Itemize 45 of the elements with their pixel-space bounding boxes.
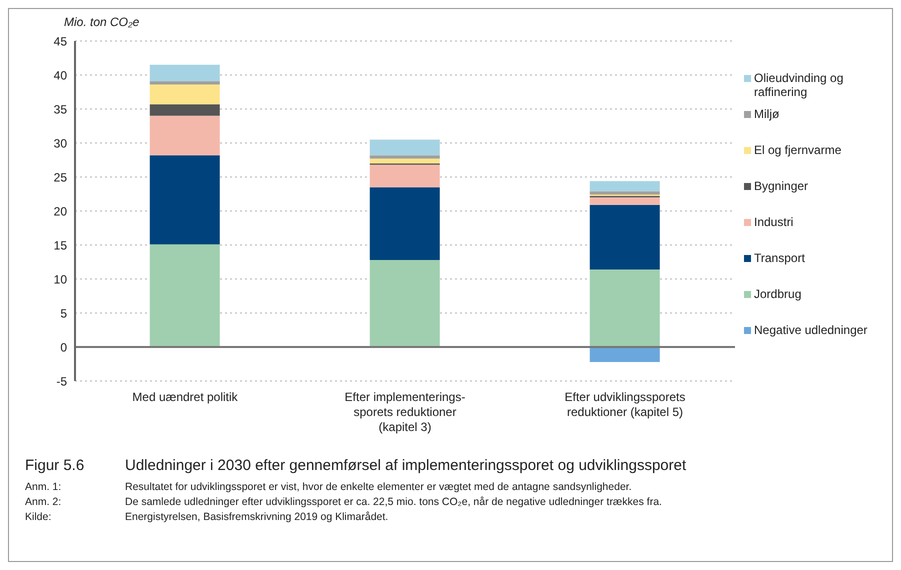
legend-label: Miljø	[754, 107, 780, 121]
text: Anm. 2: De samlede udledninger efter udviklingssporet er ca. 22,5 mio. tons CO₂e, når de negative udledninger trækkes fra.	[25, 496, 662, 508]
bar	[150, 81, 220, 85]
legend-label: Bygninger	[754, 179, 808, 193]
y-tick-label: 45	[54, 34, 68, 48]
y-tick-label: 35	[54, 102, 68, 116]
y-tick-label: 25	[54, 170, 68, 184]
bar	[590, 269, 660, 347]
bar	[590, 347, 660, 362]
legend-label: Jordbrug	[754, 287, 802, 301]
bar	[370, 155, 440, 159]
y-tick-label: 40	[54, 68, 68, 82]
legend-label: El og fjernvarme	[754, 143, 842, 157]
y-tick-label: 5	[60, 306, 68, 320]
text: Kilde: Energistyrelsen, Basisfremskrivning 2019 og Klimarådet.	[25, 511, 388, 523]
legend-label: Industri	[754, 215, 794, 229]
y-tick-label: 30	[54, 136, 68, 150]
bar	[150, 104, 220, 116]
text: Anm. 1: Resultatet for udviklingssporet er vist, hvor de enkelte elementer er vægtet med de antagne sandsynligheder.	[25, 481, 632, 493]
bar	[150, 84, 220, 104]
bar	[590, 197, 660, 205]
bar	[370, 187, 440, 260]
x-tick-label: Med uændret politik	[132, 390, 239, 404]
bar	[370, 260, 440, 347]
bar	[370, 164, 440, 188]
bar	[370, 158, 440, 164]
chart-title: Figur 5.6 Udledninger i 2030 efter gennemførsel af implementeringssporet og udviklingssporet	[25, 457, 686, 474]
bar	[590, 181, 660, 192]
y-tick-label: 20	[54, 204, 68, 218]
bar	[370, 140, 440, 156]
legend-label: Negative udledninger	[754, 323, 868, 337]
x-tick-label: Efter implementerings-sporets reduktioner (kapitel 3)	[344, 390, 466, 434]
bar	[590, 204, 660, 270]
y-tick-label: 0	[60, 340, 68, 354]
bar	[150, 155, 220, 244]
bar	[150, 64, 220, 82]
y-tick-label: 15	[54, 238, 68, 252]
y-axis-title: Mio. ton CO₂e	[64, 15, 140, 29]
y-tick-label: -5	[56, 374, 68, 388]
bar	[150, 116, 220, 156]
x-tick-label: Efter udviklingssporets reduktioner (kapitel 5)	[564, 390, 686, 419]
legend-label: Transport	[754, 251, 805, 265]
legend-label: Olieudvinding og raffinering	[754, 71, 844, 99]
y-tick-label: 10	[54, 272, 68, 286]
bar	[150, 244, 220, 347]
